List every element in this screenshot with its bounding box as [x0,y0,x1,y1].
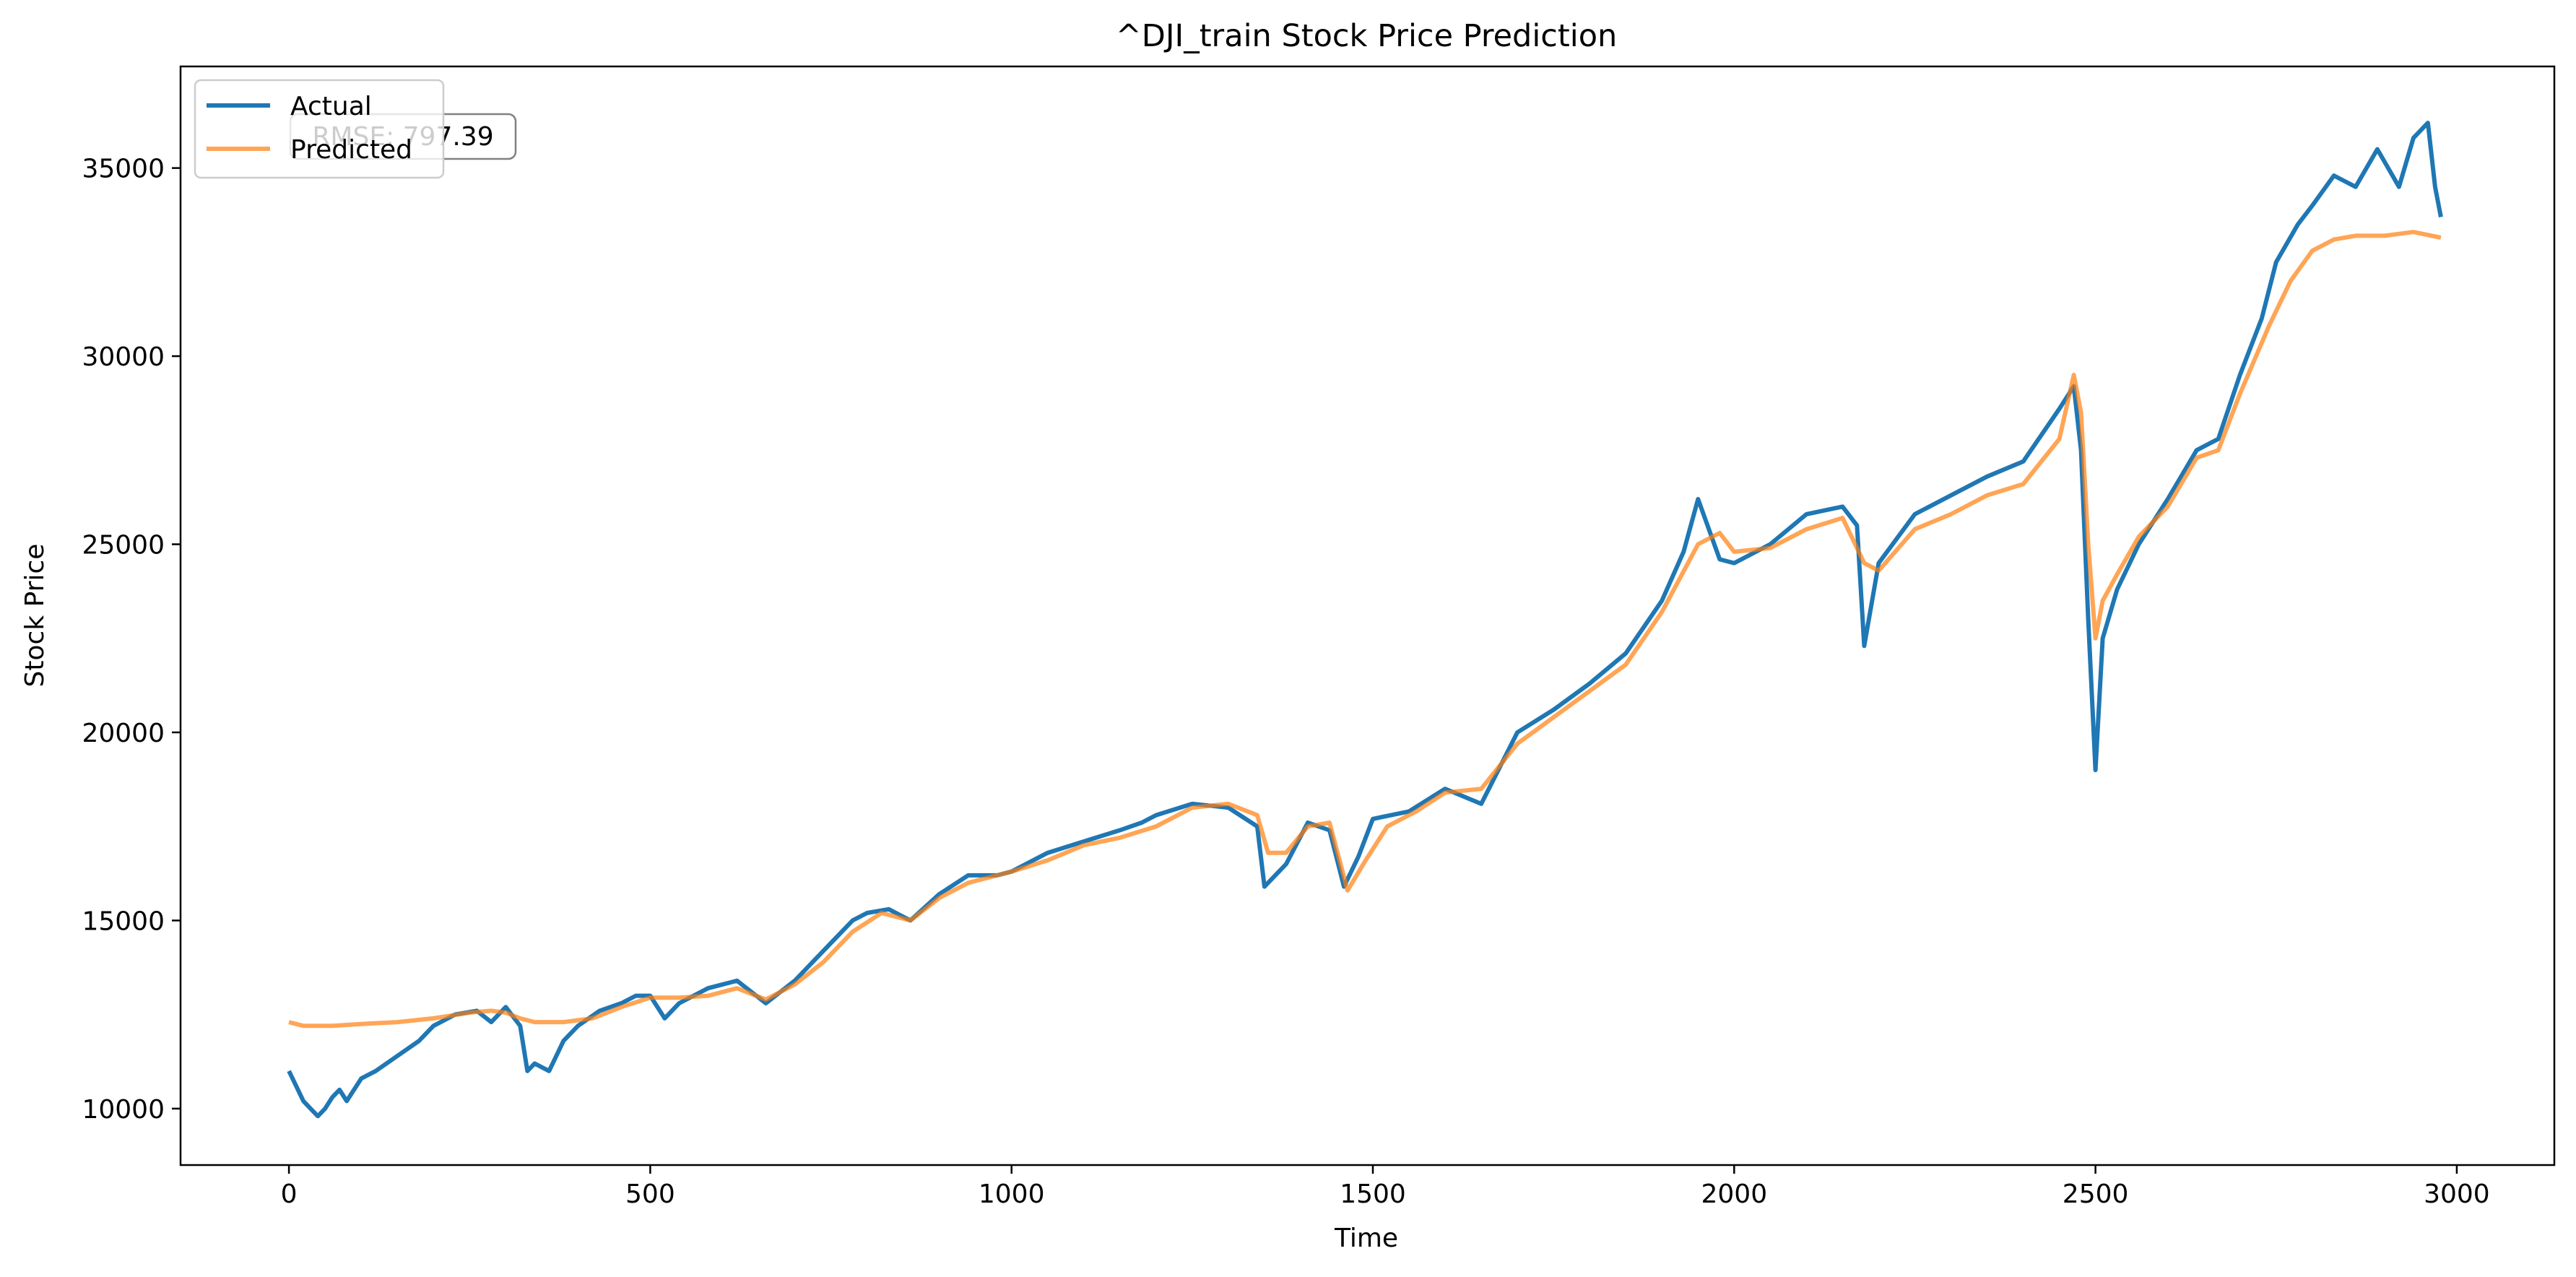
y-tick-label: 35000 [82,155,165,184]
y-tick-label: 10000 [82,1095,165,1125]
plot-frame [179,65,2556,1166]
x-tick-label: 2000 [1701,1179,1767,1209]
legend: Actual Predicted [194,79,445,179]
x-tick-label: 0 [281,1179,298,1209]
y-tick-label: 15000 [82,906,165,936]
y-tick-label: 20000 [82,719,165,748]
x-tick-label: 1500 [1340,1179,1406,1209]
plot-area [179,65,2556,1166]
x-tick-label: 2500 [2063,1179,2129,1209]
series-line-actual [287,121,2443,1119]
series-line-predicted [288,230,2442,1029]
y-tick-label: 30000 [82,342,165,372]
x-tick-label: 3000 [2424,1179,2490,1209]
y-tick-label: 25000 [82,531,165,560]
y-axis-label: Stock Price [20,544,50,688]
legend-label-actual: Actual [290,92,372,121]
legend-label-predicted: Predicted [290,135,412,165]
x-tick-label: 500 [625,1179,675,1209]
x-tick-label: 1000 [979,1179,1045,1209]
x-axis: 0 500 1000 1500 2000 2500 3000 [281,1165,2490,1209]
chart-title: ^DJI_train Stock Price Prediction [1116,18,1618,54]
series-layer [287,121,2443,1119]
y-axis: 10000 15000 20000 25000 30000 35000 [82,155,181,1125]
x-axis-label: Time [1334,1224,1398,1253]
